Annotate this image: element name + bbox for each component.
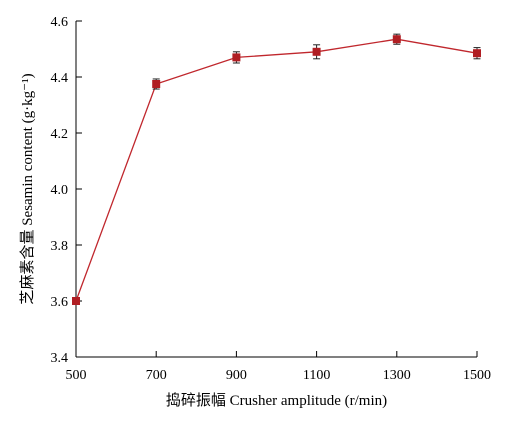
data-point-marker bbox=[312, 47, 321, 56]
y-tick-label: 4.0 bbox=[51, 183, 69, 198]
y-axis-ticks: 3.4 3.6 3.8 4.0 4.2 4.4 4.6 bbox=[51, 15, 82, 366]
series-line bbox=[75, 38, 478, 302]
data-point-marker bbox=[473, 49, 481, 58]
x-tick-label: 1500 bbox=[463, 368, 491, 383]
y-axis-title: 芝麻素含量 Sesamin content (g·kg⁻¹) bbox=[19, 73, 36, 304]
x-tick-label: 500 bbox=[66, 368, 87, 383]
y-tick-label: 4.6 bbox=[51, 15, 69, 30]
x-tick-label: 1100 bbox=[303, 368, 330, 383]
x-tick-label: 700 bbox=[146, 368, 167, 383]
y-tick-label: 3.8 bbox=[51, 239, 69, 254]
series-group bbox=[72, 33, 481, 305]
axes bbox=[75, 21, 477, 358]
x-tick-label: 900 bbox=[226, 368, 247, 383]
y-tick-label: 4.2 bbox=[51, 127, 69, 142]
x-axis-title: 捣碎振幅 Crusher amplitude (r/min) bbox=[166, 392, 387, 409]
data-point-marker bbox=[232, 53, 241, 62]
x-axis-ticks: 500 700 900 1100 1300 1500 bbox=[66, 351, 491, 383]
data-point-marker bbox=[72, 297, 80, 305]
x-tick-label: 1300 bbox=[383, 368, 411, 383]
y-tick-label: 4.4 bbox=[51, 71, 69, 86]
y-tick-label: 3.6 bbox=[51, 295, 69, 310]
data-point-marker bbox=[152, 80, 161, 88]
data-point-marker bbox=[392, 35, 401, 44]
y-tick-label: 3.4 bbox=[51, 351, 69, 366]
